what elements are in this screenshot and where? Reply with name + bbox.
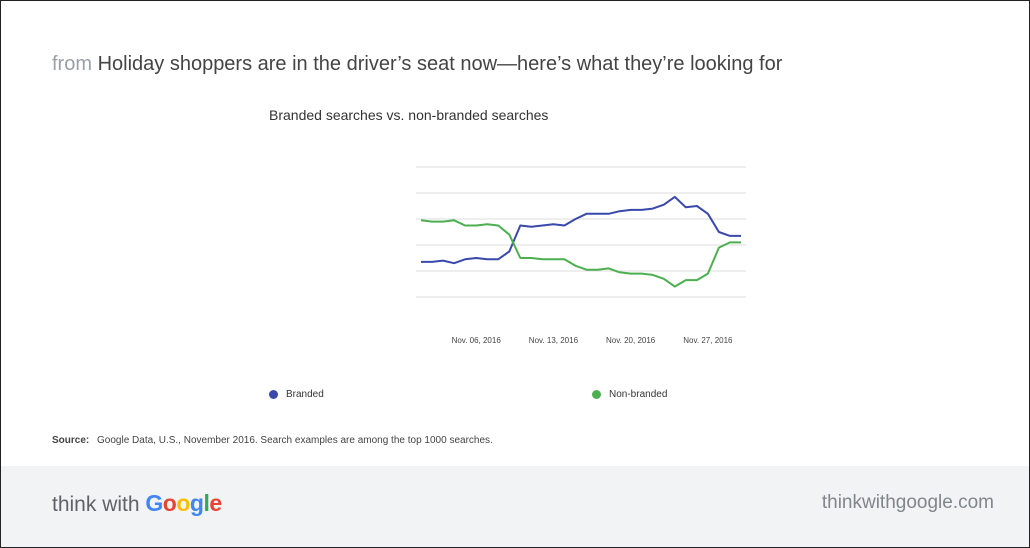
google-letter: l	[203, 490, 210, 516]
brand-prefix: think with	[52, 493, 140, 516]
x-tick-label: Nov. 06, 2016	[452, 336, 502, 345]
google-letter: g	[189, 490, 204, 516]
legend-label-branded: Branded	[286, 388, 324, 400]
series-lines	[420, 195, 741, 288]
series-line-non-branded	[420, 219, 741, 288]
x-tick-label: Nov. 27, 2016	[683, 336, 733, 345]
google-letter: G	[145, 490, 163, 516]
source-text: Google Data, U.S., November 2016. Search…	[97, 435, 493, 446]
google-letter: o	[162, 490, 177, 516]
title-prefix: from	[52, 53, 92, 75]
x-axis-ticks: Nov. 06, 2016 Nov. 13, 2016 Nov. 20, 2016 N…	[452, 336, 733, 345]
legend-marker-non-branded	[592, 389, 601, 399]
source-note: Source: Google Data, U.S., November 2016…	[52, 435, 493, 446]
google-letter: o	[176, 490, 190, 516]
line-chart: Nov. 06, 2016 Nov. 13, 2016 Nov. 20, 2016 N…	[416, 166, 746, 345]
legend-marker-branded	[269, 389, 278, 399]
footer: think with Google thinkwithgoogle.com	[1, 466, 1029, 547]
x-tick-label: Nov. 13, 2016	[529, 336, 579, 345]
x-tick-label: Nov. 20, 2016	[606, 336, 656, 345]
gridlines	[416, 166, 746, 298]
title-text: Holiday shoppers are in the driver’s sea…	[97, 53, 783, 75]
legend-item-non-branded: Non-branded	[592, 387, 667, 401]
think-with-google-logo: think with Google	[52, 490, 222, 517]
page-title: from Holiday shoppers are in the driver’…	[52, 51, 782, 77]
chart-title: Branded searches vs. non-branded searche…	[269, 107, 549, 123]
legend-label-non-branded: Non-branded	[609, 388, 668, 400]
google-letter: e	[209, 490, 222, 516]
google-wordmark: Google	[145, 490, 222, 516]
series-line-branded	[421, 195, 741, 265]
site-url[interactable]: thinkwithgoogle.com	[821, 492, 994, 513]
source-label: Source:	[52, 435, 90, 446]
legend-item-branded: Branded	[269, 387, 324, 401]
